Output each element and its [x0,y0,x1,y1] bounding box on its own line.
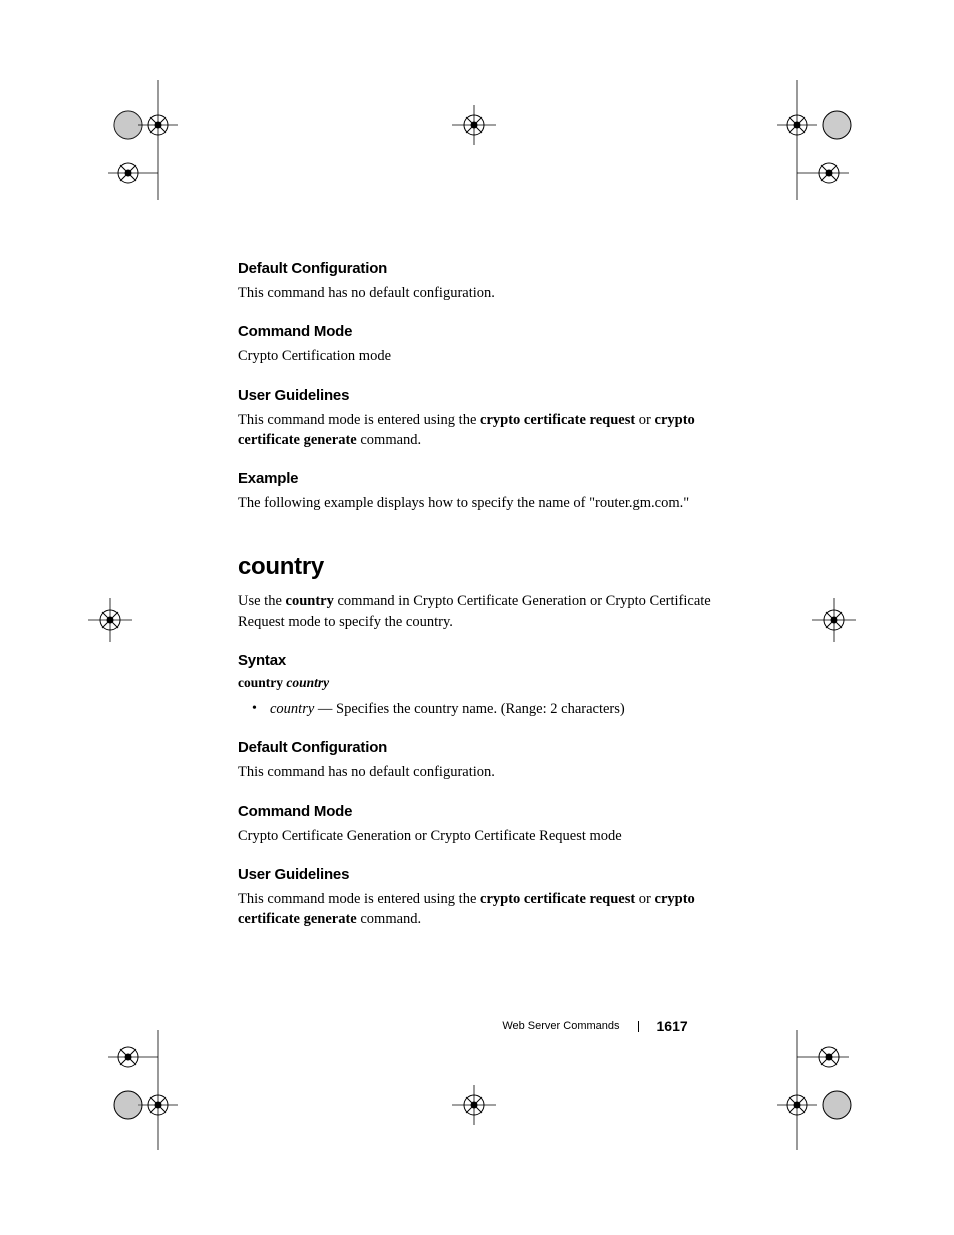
footer-page-number: 1617 [657,1018,688,1034]
crop-mark-ml [78,590,158,650]
crop-mark-mb [444,1085,504,1135]
ug2-mid: or [635,891,654,907]
heading-default-config-1: Default Configuration [238,260,738,277]
crop-mark-mt [444,105,504,155]
page-footer: Web Server Commands 1617 [0,1016,954,1034]
bullet-ital: country [270,701,314,717]
ug2-post: command. [357,911,421,927]
crop-mark-mr [794,590,874,650]
crop-mark-br [742,1030,882,1150]
ug1-mid: or [635,412,654,428]
text-command-mode-1: Crypto Certification mode [238,346,738,366]
crop-mark-tr [742,80,882,200]
syntax-ital: country [286,675,329,690]
heading-user-guidelines-1: User Guidelines [238,387,738,404]
heading-user-guidelines-2: User Guidelines [238,866,738,883]
command-title: country [238,553,738,581]
heading-example: Example [238,470,738,487]
heading-default-config-2: Default Configuration [238,739,738,756]
text-default-config-1: This command has no default configuratio… [238,283,738,303]
ug1-post: command. [357,432,421,448]
syntax-bold: country [238,675,283,690]
text-default-config-2: This command has no default configuratio… [238,762,738,782]
heading-syntax: Syntax [238,652,738,669]
footer-divider [638,1021,639,1032]
text-example: The following example displays how to sp… [238,493,738,513]
ug1-bold1: crypto certificate request [480,412,635,428]
bullet-rest: — Specifies the country name. (Range: 2 … [314,701,624,717]
syntax-bullet-1: country — Specifies the country name. (R… [270,699,738,719]
command-intro: Use the country command in Crypto Certif… [238,591,738,632]
ci-bold: country [286,593,334,609]
text-command-mode-2: Crypto Certificate Generation or Crypto … [238,826,738,846]
footer-section-name: Web Server Commands [502,1020,619,1032]
text-user-guidelines-1: This command mode is entered using the c… [238,410,738,451]
crop-mark-bl [78,1030,178,1150]
heading-command-mode-1: Command Mode [238,323,738,340]
ug2-bold1: crypto certificate request [480,891,635,907]
ug2-pre: This command mode is entered using the [238,891,480,907]
text-user-guidelines-2: This command mode is entered using the c… [238,889,738,930]
page-content: Default Configuration This command has n… [238,260,738,930]
crop-mark-tl [78,80,178,200]
syntax-line: country country [238,675,738,691]
ci-pre: Use the [238,593,286,609]
ug1-pre: This command mode is entered using the [238,412,480,428]
syntax-bullets: country — Specifies the country name. (R… [270,699,738,719]
heading-command-mode-2: Command Mode [238,803,738,820]
